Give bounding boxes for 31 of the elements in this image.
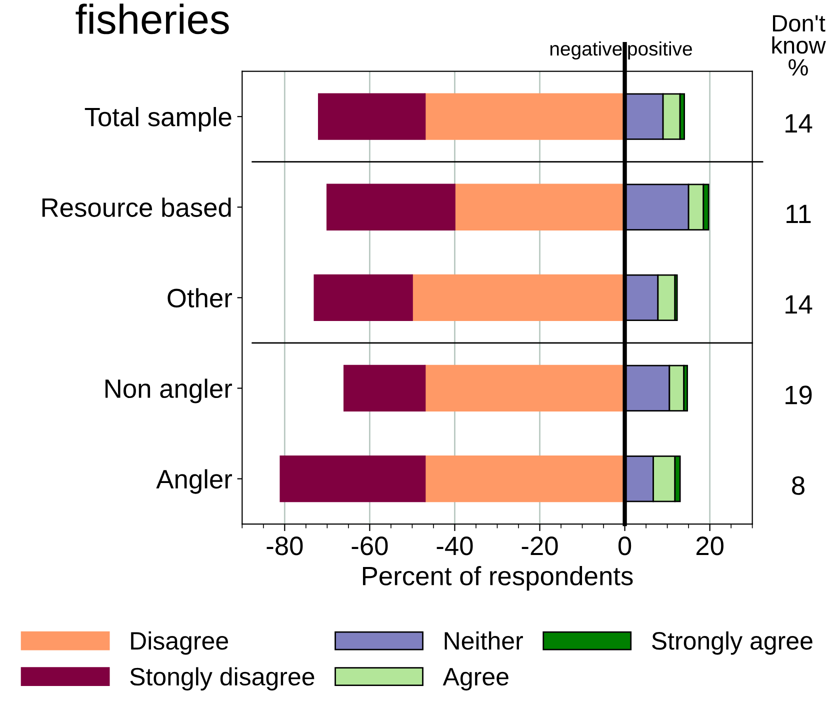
legend-label: Stongly disagree <box>130 667 314 690</box>
bar <box>318 93 426 140</box>
x-tick-label: -40 <box>436 536 473 556</box>
x-tick-label: 20 <box>696 536 724 556</box>
text: 19 <box>786 386 812 404</box>
y-tick-label: Other <box>168 288 232 308</box>
text: 11 <box>786 204 811 224</box>
y-tick-label: Non angler <box>106 378 232 404</box>
legend-label: Neither <box>444 631 523 650</box>
text: 14 <box>786 295 812 314</box>
bar <box>280 455 426 502</box>
text: Don't know % <box>772 15 826 76</box>
x-tick-label: -20 <box>522 536 558 556</box>
y-tick-label: Total sample <box>84 107 232 132</box>
y-tick-label: Resource based <box>42 198 231 217</box>
bar <box>326 184 456 230</box>
x-tick-label: 0 <box>618 536 632 556</box>
x-axis-title: Percent of respondents <box>362 566 633 591</box>
text: 8 <box>792 476 804 495</box>
bar <box>343 364 426 412</box>
text: negative <box>550 41 622 60</box>
y-tick-label: Angler <box>156 469 232 494</box>
legend-label: Agree <box>442 668 508 690</box>
text: positive <box>628 41 692 60</box>
x-tick-label: -80 <box>266 536 303 556</box>
x-tick-label: -60 <box>352 536 388 556</box>
legend-label: Strongly agree <box>652 631 812 655</box>
bar <box>314 274 413 322</box>
chart-title: fisheries <box>76 4 229 34</box>
legend-label: Disagree <box>131 631 228 655</box>
text: 14 <box>786 114 812 132</box>
